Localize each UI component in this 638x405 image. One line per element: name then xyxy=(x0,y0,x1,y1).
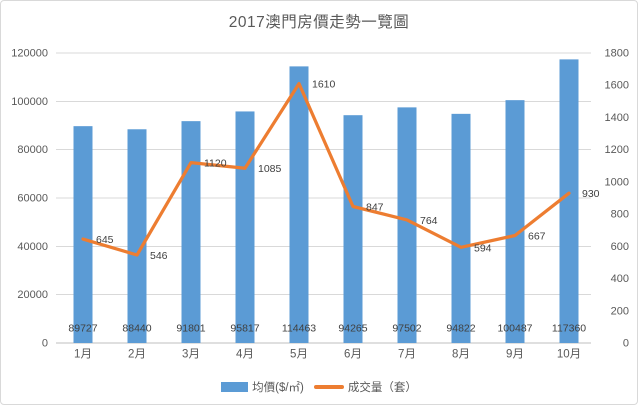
left-axis-tick-label: 60000 xyxy=(17,193,48,205)
left-axis-tick-label: 0 xyxy=(42,338,48,350)
right-axis-tick-label: 1600 xyxy=(605,80,629,92)
right-axis-tick-label: 200 xyxy=(611,305,629,317)
bar-value-label: 88440 xyxy=(122,323,151,335)
bar-value-label: 100487 xyxy=(497,323,532,335)
right-axis-tick-label: 800 xyxy=(611,209,629,221)
bar-value-label: 94822 xyxy=(446,323,475,335)
bar-value-label: 114463 xyxy=(282,323,316,335)
bar-value-label: 117360 xyxy=(552,323,586,335)
left-axis-tick-label: 20000 xyxy=(17,289,48,301)
legend-item-volume: 成交量（套） xyxy=(313,379,417,395)
bar-value-label: 94265 xyxy=(338,323,367,335)
line-value-label: 546 xyxy=(150,250,168,262)
legend-bar-label: 均價($/㎡) xyxy=(252,382,304,394)
line-value-label: 1085 xyxy=(258,163,282,175)
price-bar xyxy=(181,121,201,343)
bar-value-label: 95817 xyxy=(230,323,259,335)
x-axis-category-label: 4月 xyxy=(236,349,254,361)
line-value-label: 1120 xyxy=(204,158,227,170)
bar-value-label: 89727 xyxy=(68,323,97,335)
price-bar xyxy=(127,129,147,343)
line-value-label: 847 xyxy=(366,202,384,214)
price-bar xyxy=(397,107,417,343)
bar-value-label: 91801 xyxy=(176,323,205,335)
right-axis-tick-label: 1000 xyxy=(605,176,629,188)
price-bar xyxy=(559,59,579,343)
legend-item-price: 均價($/㎡) xyxy=(221,379,304,395)
x-axis-category-label: 1月 xyxy=(74,349,92,361)
line-value-label: 667 xyxy=(528,231,546,243)
left-axis-tick-label: 80000 xyxy=(17,144,48,156)
line-value-label: 930 xyxy=(582,188,600,200)
left-axis-tick-label: 100000 xyxy=(11,96,48,108)
line-value-label: 764 xyxy=(420,215,438,227)
line-value-label: 594 xyxy=(474,242,492,254)
right-axis-tick-label: 1400 xyxy=(605,112,629,124)
price-bar xyxy=(289,66,309,344)
price-bar xyxy=(451,113,471,343)
price-bar xyxy=(235,111,255,343)
line-value-label: 1610 xyxy=(312,79,336,91)
right-axis-tick-label: 600 xyxy=(611,241,629,253)
line-series-swatch xyxy=(313,385,344,389)
legend: 均價($/㎡) 成交量（套） xyxy=(1,379,637,395)
right-axis-tick-label: 0 xyxy=(623,338,629,350)
x-axis-category-label: 6月 xyxy=(344,349,362,361)
right-axis-tick-label: 1200 xyxy=(605,144,629,156)
x-axis-category-label: 2月 xyxy=(128,349,146,361)
x-axis-category-label: 3月 xyxy=(182,349,200,361)
chart-title: 2017澳門房價走勢一覽圖 xyxy=(228,14,410,31)
x-axis-category-label: 8月 xyxy=(452,349,470,361)
volume-line xyxy=(81,81,571,257)
legend-line-label: 成交量（套） xyxy=(347,382,417,394)
right-axis-tick-label: 1800 xyxy=(605,48,629,60)
price-bar xyxy=(343,115,363,343)
price-bar xyxy=(505,100,525,343)
bar-value-label: 97502 xyxy=(392,323,421,335)
x-axis-category-label: 10月 xyxy=(557,349,581,361)
x-axis-category-label: 7月 xyxy=(398,349,416,361)
x-axis-category-label: 9月 xyxy=(506,349,524,361)
price-bar xyxy=(73,126,93,343)
left-axis-tick-label: 40000 xyxy=(17,241,48,253)
line-value-label: 645 xyxy=(96,234,114,246)
right-axis-tick-label: 400 xyxy=(611,273,629,285)
x-axis-category-label: 5月 xyxy=(290,349,308,361)
left-axis-tick-label: 120000 xyxy=(11,48,48,60)
bar-series-swatch xyxy=(221,382,249,392)
